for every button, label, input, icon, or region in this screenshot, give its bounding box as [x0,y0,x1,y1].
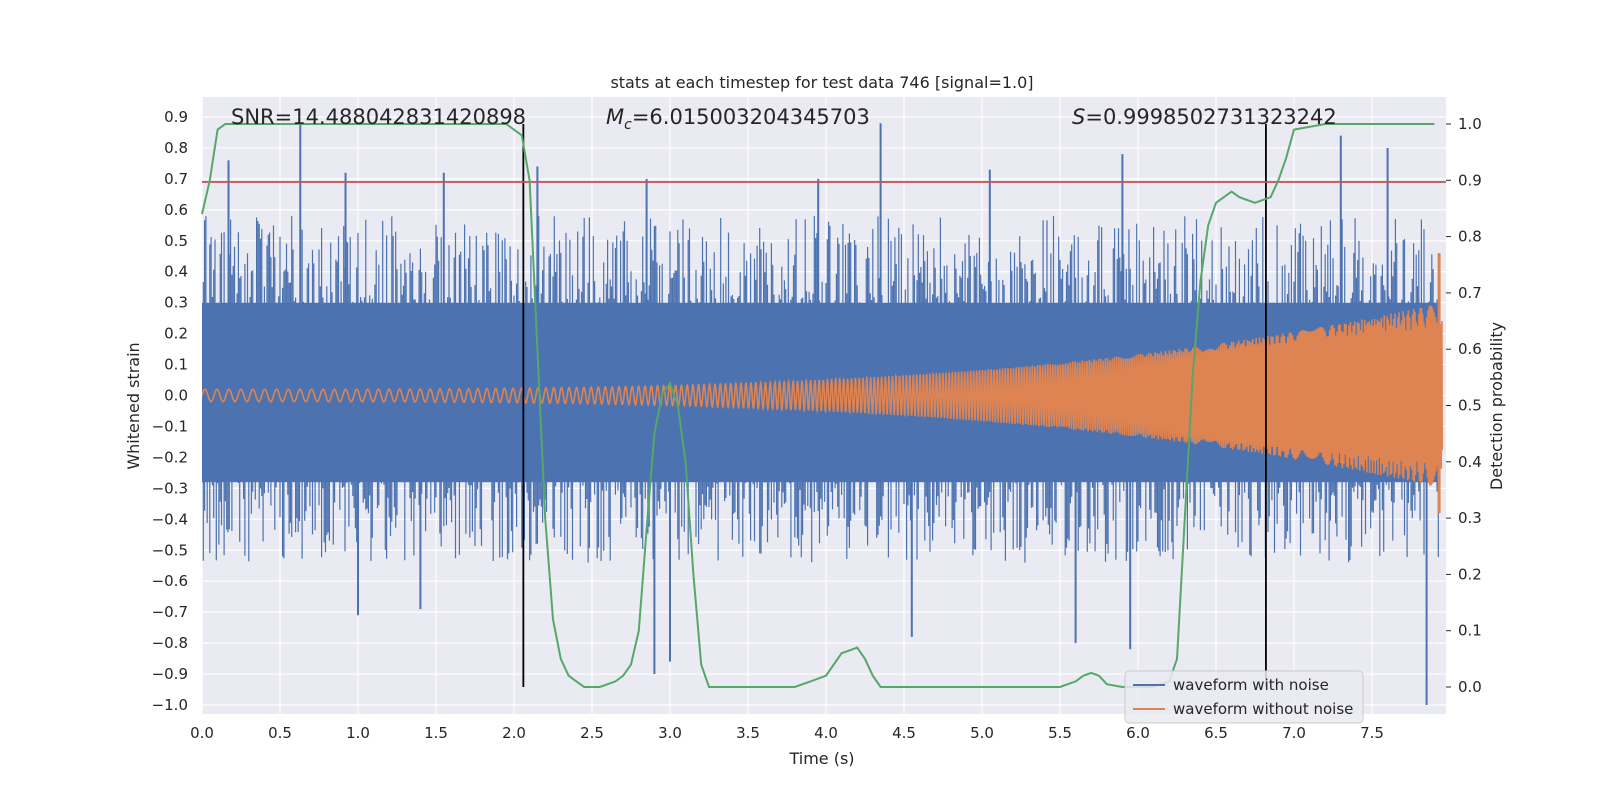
x-tick-label: 7.5 [1360,724,1384,742]
y-tick-label: −0.4 [152,510,188,528]
y-axis-label: Whitened strain [124,342,143,469]
y-axis-ticks: 0.9 0.8 0.7 0.6 0.5 0.4 0.3 0.2 0.1 0.0 −0.1 −0.2 −0… [152,108,188,714]
y2-tick-label: 0.1 [1458,622,1482,640]
x-tick-label: 4.0 [814,724,838,742]
y-tick-label: 0.9 [164,108,188,126]
y-tick-label: −1.0 [152,696,188,714]
legend-label-noise: waveform with noise [1173,676,1329,694]
x-tick-label: 6.5 [1204,724,1228,742]
score-annotation: S=0.9998502731323242 [1072,105,1337,129]
vertical-markers [522,124,1267,687]
x-tick-label: 0.5 [268,724,292,742]
x-tick-label: 1.0 [346,724,370,742]
y-tick-label: 0.1 [164,356,188,374]
legend-label-clean: waveform without noise [1173,700,1353,718]
y-tick-label: 0.8 [164,139,188,157]
y2-tick-label: 0.8 [1458,228,1482,246]
y-tick-label: 0.4 [164,263,188,281]
x-tick-label: 6.0 [1126,724,1150,742]
y-tick-label: 0.3 [164,294,188,312]
y2-tick-label: 0.4 [1458,453,1482,471]
x-tick-label: 5.0 [970,724,994,742]
y-tick-label: 0.0 [164,387,188,405]
y2-tick-label: 0.0 [1458,678,1482,696]
chirp-mass-subscript: c [624,117,632,133]
y2-tick-label: 0.3 [1458,509,1482,527]
y2-tick-label: 0.9 [1458,171,1482,189]
legend-box [1124,670,1364,724]
x-tick-label: 3.5 [736,724,760,742]
y2-tick-label: 1.0 [1458,115,1482,133]
y2-axis-ticks: 1.0 0.9 0.8 0.7 0.6 0.5 0.4 0.3 0.2 0.1 0.0 [1446,115,1482,696]
y-tick-label: 0.5 [164,232,188,250]
y2-tick-label: 0.6 [1458,340,1482,358]
y2-tick-label: 0.5 [1458,397,1482,415]
y-tick-label: −0.9 [152,665,188,683]
chirp-mass-symbol: M [606,105,624,129]
series-waveform-without-noise [202,253,1443,514]
y-tick-label: −0.3 [152,479,188,497]
legend: waveform with noise waveform without noi… [1124,670,1364,724]
y-tick-label: 0.6 [164,201,188,219]
series-detection-probability [201,123,1435,688]
y2-tick-label: 0.7 [1458,284,1482,302]
x-tick-label: 3.0 [658,724,682,742]
score-symbol: S [1072,105,1085,129]
x-tick-label: 4.5 [892,724,916,742]
x-tick-label: 2.0 [502,724,526,742]
x-axis-label: Time (s) [788,749,854,768]
chirp-mass-annotation: Mc=6.015003204345703 [606,105,870,133]
x-tick-label: 0.0 [190,724,214,742]
chirp-mass-value: =6.015003204345703 [632,105,870,129]
y-tick-label: −0.5 [152,541,188,559]
y-tick-label: −0.7 [152,603,188,621]
x-tick-label: 2.5 [580,724,604,742]
y2-tick-label: 0.2 [1458,565,1482,583]
y2-axis-label: Detection probability [1487,322,1506,490]
y-tick-label: 0.2 [164,325,188,343]
y-tick-label: 0.7 [164,170,188,188]
x-tick-label: 7.0 [1282,724,1306,742]
x-tick-label: 1.5 [424,724,448,742]
chart-title: stats at each timestep for test data 746… [610,73,1033,92]
snr-annotation: SNR=14.488042831420898 [231,105,526,129]
x-axis-ticks: 0.0 0.5 1.0 1.5 2.0 2.5 3.0 3.5 4.0 4.5 5.0 5.5 6.0 6… [190,724,1384,742]
y-tick-label: −0.8 [152,634,188,652]
score-value: =0.9998502731323242 [1085,105,1336,129]
y-tick-label: −0.2 [152,448,188,466]
x-tick-label: 5.5 [1048,724,1072,742]
y-tick-label: −0.1 [152,417,188,435]
y-tick-label: −0.6 [152,572,188,590]
clean-trace [202,305,1443,486]
